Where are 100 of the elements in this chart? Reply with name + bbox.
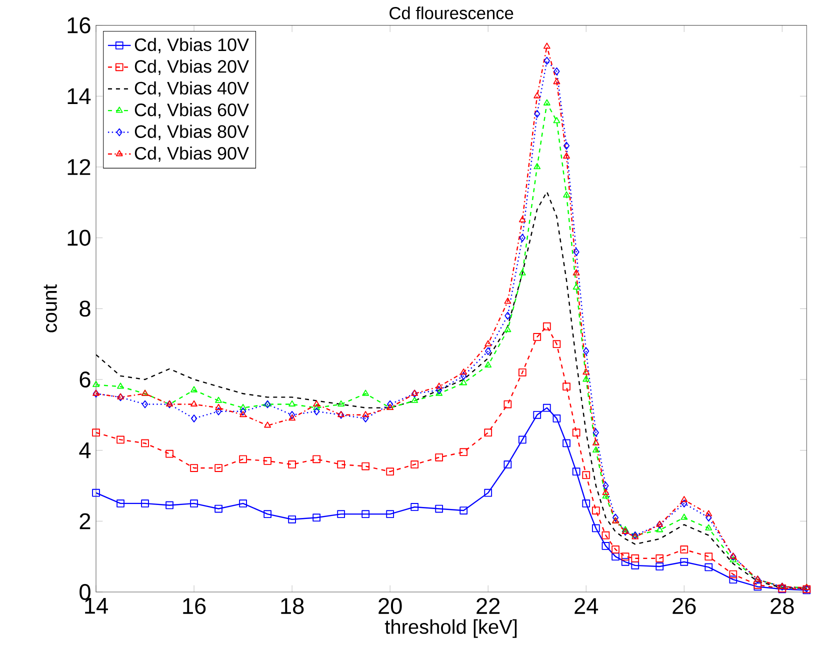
point	[572, 283, 580, 290]
point	[337, 510, 345, 518]
y-tick-label: 10	[68, 230, 90, 246]
legend-label: Cd, Vbias 40V	[134, 81, 249, 97]
point	[518, 436, 526, 444]
point	[552, 414, 561, 422]
point	[313, 404, 320, 410]
point	[215, 404, 222, 410]
point	[166, 450, 174, 458]
point	[190, 386, 198, 392]
point	[533, 333, 542, 341]
x-tick-label: 24	[574, 598, 598, 614]
point	[534, 110, 540, 118]
point	[656, 562, 664, 570]
point	[239, 500, 247, 508]
point	[214, 464, 222, 472]
point	[190, 414, 198, 422]
point	[141, 439, 149, 448]
point	[387, 400, 394, 408]
point	[460, 379, 468, 386]
point	[582, 471, 590, 480]
point	[729, 576, 738, 584]
point	[582, 368, 590, 375]
point	[288, 460, 296, 468]
point	[264, 422, 272, 428]
point	[312, 514, 320, 522]
point	[362, 462, 370, 470]
point	[92, 380, 100, 388]
point	[544, 56, 550, 65]
point	[553, 117, 560, 124]
point	[215, 407, 222, 416]
point	[435, 504, 444, 513]
point	[543, 99, 550, 106]
point	[264, 510, 272, 518]
y-tick-label: 6	[80, 371, 90, 388]
point	[460, 368, 468, 375]
y-tick-label: 12	[68, 159, 90, 175]
point	[484, 428, 492, 437]
point	[313, 400, 320, 406]
legend-label: Cd, Vbias 90V	[134, 146, 249, 162]
point	[485, 347, 492, 356]
point	[621, 552, 630, 561]
point	[288, 410, 296, 419]
point	[435, 453, 444, 462]
legend-label: Cd, Vbias 60V	[134, 103, 249, 118]
y-tick-label: 16	[68, 17, 90, 34]
point	[362, 390, 370, 396]
point	[436, 386, 442, 394]
point	[362, 410, 370, 418]
point	[573, 248, 580, 256]
point	[240, 410, 247, 418]
point	[239, 455, 247, 464]
point	[436, 382, 443, 389]
point	[518, 368, 526, 376]
point	[240, 407, 246, 416]
point	[704, 563, 713, 572]
legend-label: Cd, Vbias 80V	[134, 124, 249, 140]
point	[484, 340, 492, 346]
point	[215, 396, 222, 403]
point	[362, 414, 369, 422]
x-tick-label: 20	[378, 598, 402, 614]
point	[582, 376, 590, 382]
point	[704, 552, 713, 561]
point	[338, 400, 345, 406]
y-tick-label: 0	[80, 584, 90, 600]
point	[288, 414, 296, 421]
point	[602, 482, 609, 490]
x-tick-label: 18	[281, 598, 304, 614]
point	[362, 510, 370, 518]
point	[116, 436, 124, 444]
point	[542, 404, 551, 412]
point	[705, 524, 712, 530]
legend-label: Cd, Vbias 20V	[134, 60, 249, 75]
point	[410, 503, 419, 511]
point	[602, 492, 610, 499]
point	[680, 496, 688, 502]
y-tick-label: 8	[80, 300, 90, 317]
point	[563, 142, 570, 150]
point	[533, 410, 542, 419]
point	[612, 546, 620, 554]
point	[572, 428, 580, 437]
point	[411, 396, 418, 403]
point	[572, 269, 580, 276]
point	[534, 92, 541, 98]
point	[706, 514, 712, 522]
point	[504, 298, 512, 304]
point	[583, 347, 590, 356]
point	[484, 488, 492, 497]
point	[386, 510, 394, 518]
point	[141, 500, 149, 508]
point	[553, 78, 560, 84]
point	[460, 506, 468, 514]
point	[680, 546, 688, 554]
point	[612, 514, 619, 522]
point	[484, 361, 492, 368]
point	[504, 326, 512, 332]
point	[436, 390, 443, 396]
point	[504, 460, 512, 468]
point	[190, 500, 198, 508]
point	[542, 322, 551, 330]
